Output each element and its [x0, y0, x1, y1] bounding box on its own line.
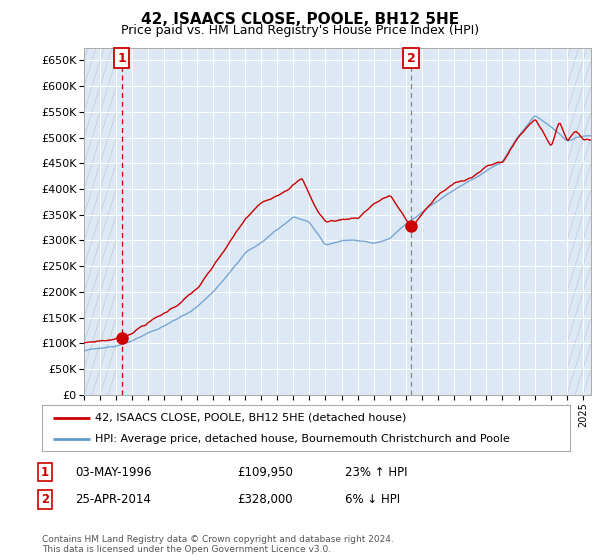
Text: £328,000: £328,000: [237, 493, 293, 506]
Text: 1: 1: [41, 465, 49, 479]
Text: 03-MAY-1996: 03-MAY-1996: [75, 465, 151, 479]
Text: 42, ISAACS CLOSE, POOLE, BH12 5HE: 42, ISAACS CLOSE, POOLE, BH12 5HE: [141, 12, 459, 27]
Text: 1: 1: [117, 52, 126, 64]
Text: HPI: Average price, detached house, Bournemouth Christchurch and Poole: HPI: Average price, detached house, Bour…: [95, 435, 509, 444]
Text: Contains HM Land Registry data © Crown copyright and database right 2024.
This d: Contains HM Land Registry data © Crown c…: [42, 535, 394, 554]
Text: 23% ↑ HPI: 23% ↑ HPI: [345, 465, 407, 479]
Text: £109,950: £109,950: [237, 465, 293, 479]
Text: 6% ↓ HPI: 6% ↓ HPI: [345, 493, 400, 506]
Text: 25-APR-2014: 25-APR-2014: [75, 493, 151, 506]
Text: 2: 2: [407, 52, 415, 64]
Text: Price paid vs. HM Land Registry's House Price Index (HPI): Price paid vs. HM Land Registry's House …: [121, 24, 479, 37]
Text: 42, ISAACS CLOSE, POOLE, BH12 5HE (detached house): 42, ISAACS CLOSE, POOLE, BH12 5HE (detac…: [95, 413, 406, 423]
Text: 2: 2: [41, 493, 49, 506]
